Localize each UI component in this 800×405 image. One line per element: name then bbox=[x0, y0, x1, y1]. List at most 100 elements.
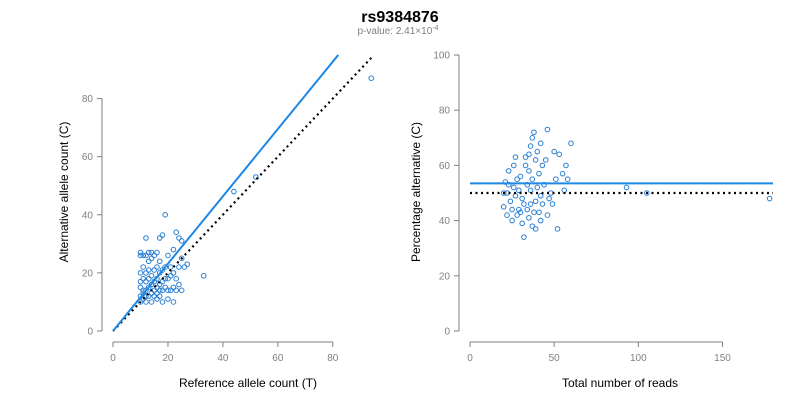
left-x-tick-label: 40 bbox=[217, 353, 229, 364]
left-data-point bbox=[143, 252, 149, 259]
right-data-point bbox=[509, 217, 515, 224]
left-data-point bbox=[154, 249, 160, 256]
left-data-point bbox=[137, 249, 144, 256]
right-data-point bbox=[548, 190, 554, 196]
left-data-point bbox=[178, 287, 185, 294]
right-data-point bbox=[521, 201, 527, 207]
left-data-point bbox=[156, 258, 163, 265]
right-data-point bbox=[517, 173, 524, 180]
right-y-tick-label: 20 bbox=[439, 271, 451, 282]
right-x-axis-label: Total number of reads bbox=[562, 376, 678, 390]
right-data-point bbox=[539, 162, 546, 169]
left-y-tick-label: 40 bbox=[82, 210, 94, 221]
left-data-point bbox=[143, 270, 149, 276]
left-data-point bbox=[253, 174, 259, 180]
left-data-point bbox=[173, 275, 179, 282]
right-data-point bbox=[563, 162, 569, 169]
left-data-point bbox=[145, 275, 152, 282]
right-data-point bbox=[516, 187, 522, 194]
right-x-tick-label: 100 bbox=[630, 353, 647, 364]
right-data-point bbox=[623, 184, 630, 191]
left-y-axis-label: Alternative allele count (C) bbox=[57, 122, 71, 263]
left-data-point bbox=[145, 293, 152, 299]
left-data-point bbox=[145, 258, 152, 265]
left-data-point bbox=[154, 264, 160, 270]
right-data-point bbox=[544, 212, 551, 218]
right-data-point bbox=[544, 126, 551, 133]
right-data-point bbox=[529, 176, 536, 182]
left-data-point bbox=[159, 267, 166, 273]
left-data-point bbox=[151, 252, 158, 259]
right-data-point bbox=[526, 168, 532, 174]
left-data-point bbox=[140, 264, 147, 270]
left-data-point bbox=[170, 246, 177, 253]
right-panel: 0 50 100 150 0 20 40 60 80 100 Total number of rea… bbox=[409, 51, 773, 390]
left-data-point bbox=[140, 252, 147, 259]
left-data-point bbox=[181, 264, 188, 270]
left-data-point bbox=[159, 232, 166, 238]
left-x-tick-label: 80 bbox=[327, 353, 339, 364]
subtitle-exponent: -4 bbox=[432, 25, 438, 32]
left-data-point bbox=[159, 278, 166, 285]
left-x-tick-label: 20 bbox=[162, 353, 174, 364]
right-data-point bbox=[643, 190, 650, 196]
right-data-point bbox=[534, 148, 541, 155]
left-data-point bbox=[143, 287, 149, 294]
left-data-point bbox=[143, 293, 149, 299]
left-data-point bbox=[143, 278, 149, 285]
right-data-point bbox=[529, 223, 536, 229]
left-data-point bbox=[145, 267, 152, 273]
right-data-point bbox=[512, 192, 519, 199]
left-data-point bbox=[170, 299, 177, 305]
right-x-tick-label: 0 bbox=[467, 353, 473, 364]
right-data-point bbox=[549, 201, 556, 207]
left-data-point bbox=[159, 299, 166, 305]
right-data-point bbox=[551, 148, 557, 155]
right-data-point bbox=[524, 206, 531, 213]
right-data-point bbox=[500, 190, 507, 196]
left-data-point bbox=[148, 299, 155, 305]
left-data-point bbox=[154, 296, 160, 302]
right-data-point bbox=[522, 154, 529, 160]
left-data-point bbox=[148, 249, 155, 256]
left-data-point bbox=[170, 284, 177, 291]
right-data-point bbox=[505, 168, 512, 174]
right-data-point bbox=[534, 184, 541, 191]
right-y-tick-label: 80 bbox=[439, 106, 451, 117]
left-data-point bbox=[137, 252, 144, 259]
right-data-point bbox=[526, 151, 532, 158]
right-data-point bbox=[509, 206, 515, 213]
right-data-point bbox=[559, 170, 566, 177]
left-y-tick-label: 60 bbox=[82, 152, 94, 163]
right-data-point bbox=[517, 209, 524, 216]
right-data-point bbox=[556, 151, 563, 158]
left-data-point bbox=[170, 270, 177, 276]
right-data-point bbox=[537, 217, 544, 224]
right-y-tick-label: 40 bbox=[439, 216, 451, 227]
left-data-point bbox=[176, 264, 182, 270]
left-data-point bbox=[151, 293, 158, 299]
left-data-point bbox=[143, 235, 149, 241]
right-y-tick-label: 100 bbox=[433, 51, 450, 62]
left-data-point bbox=[162, 211, 168, 218]
right-data-point bbox=[553, 176, 559, 182]
left-data-point bbox=[143, 299, 149, 305]
left-x-axis-label: Reference allele count (T) bbox=[179, 376, 317, 390]
left-data-point bbox=[178, 255, 185, 262]
right-data-point bbox=[527, 143, 534, 149]
left-data-point bbox=[154, 290, 160, 297]
right-x-tick-label: 150 bbox=[714, 353, 731, 364]
right-data-point bbox=[531, 209, 537, 216]
left-data-point bbox=[176, 281, 182, 288]
right-data-point bbox=[516, 206, 522, 213]
left-data-point bbox=[165, 275, 171, 282]
left-data-point bbox=[148, 272, 155, 279]
right-data-point bbox=[519, 220, 525, 227]
left-data-point bbox=[162, 284, 168, 291]
right-data-point bbox=[564, 176, 571, 182]
left-y-tick-label: 0 bbox=[87, 327, 93, 338]
left-data-point bbox=[231, 188, 237, 195]
subtitle-pvalue: p-value: 2.41×10 bbox=[357, 26, 432, 37]
left-data-point bbox=[173, 229, 179, 235]
